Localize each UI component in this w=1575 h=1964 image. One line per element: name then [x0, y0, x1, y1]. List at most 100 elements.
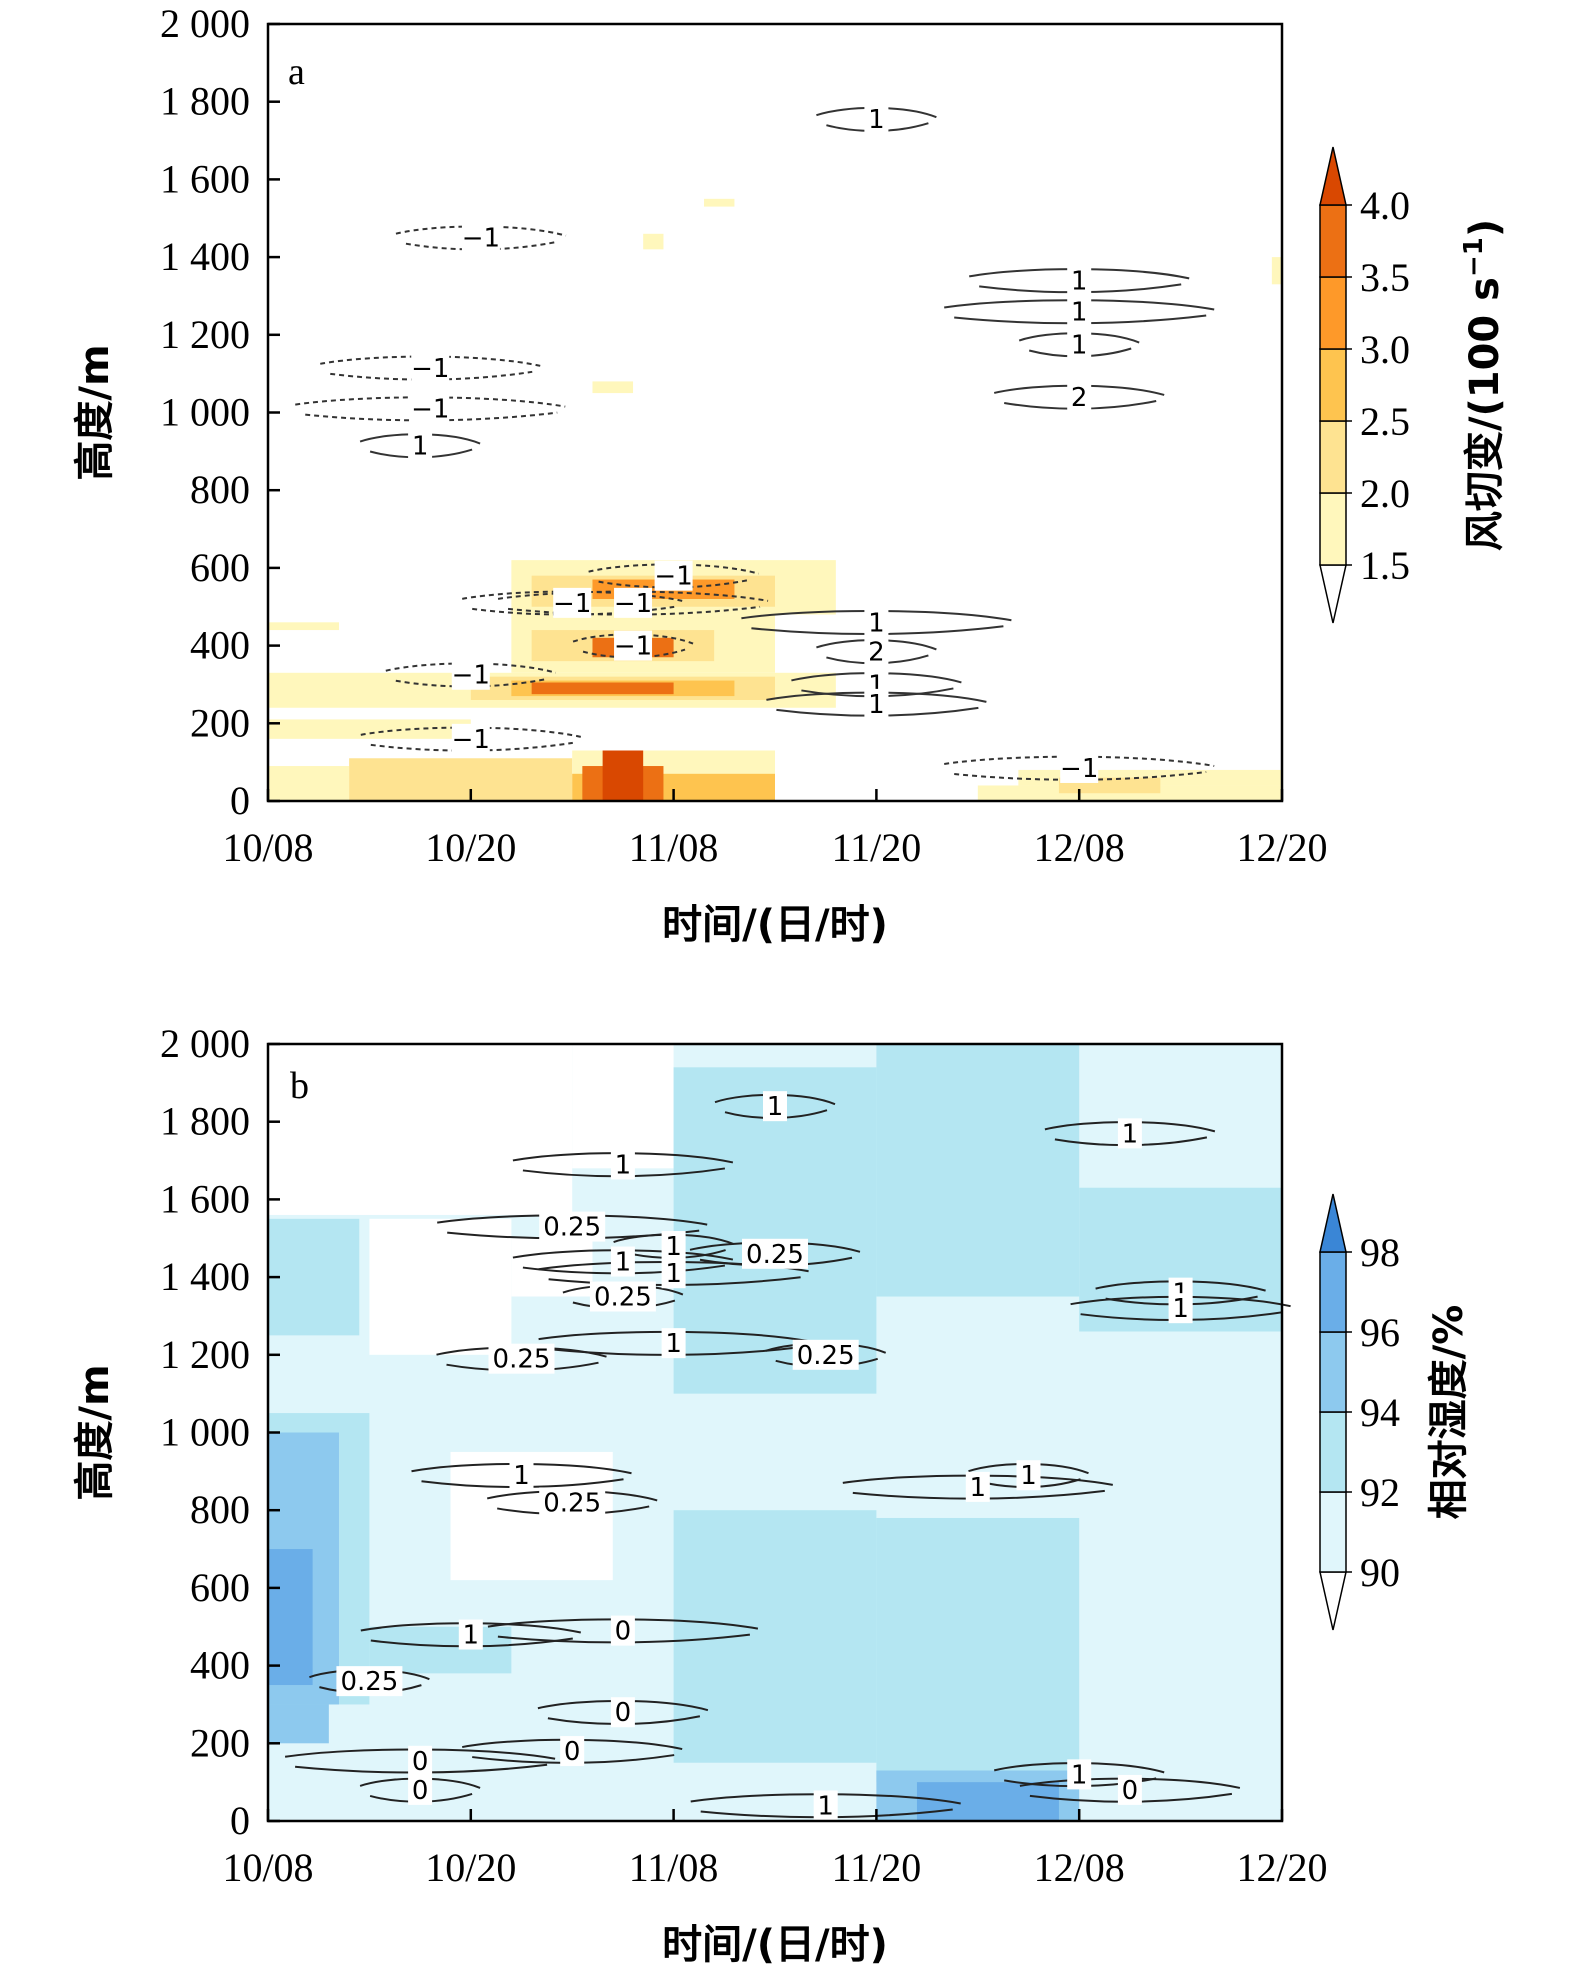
fill-region	[643, 233, 664, 250]
contour-label-bg	[1067, 296, 1092, 327]
y-tick-label: 1 600	[160, 1176, 250, 1221]
fill-region	[349, 758, 573, 801]
contour-label-bg	[813, 1790, 838, 1821]
contour-label-bg	[539, 1211, 606, 1242]
panel-b-x-axis-title: 时间/(日/时)	[662, 1922, 888, 1964]
colorbar-tick-label: 92	[1360, 1470, 1400, 1515]
y-tick-label: 400	[190, 623, 250, 668]
fill-region	[268, 719, 471, 739]
contour-label-bg	[614, 587, 653, 618]
colorbar-tick-label: 96	[1360, 1310, 1400, 1355]
contour-line	[572, 633, 694, 659]
contour-label: 1	[868, 105, 885, 135]
contour-label-bg	[661, 1328, 686, 1359]
contour-label: 1	[412, 432, 429, 462]
colorbar-arrow-high	[1319, 1193, 1347, 1253]
colorbar-box	[1319, 348, 1347, 422]
colorbar-tick-label: 98	[1360, 1230, 1400, 1275]
contour-label-bg	[451, 723, 490, 754]
contour-label-bg	[614, 630, 653, 661]
colorbar-tick-label: 94	[1360, 1390, 1400, 1435]
contour-label: 1	[1071, 331, 1088, 361]
contour-label: 0	[615, 1617, 632, 1647]
contour-label: −1	[614, 632, 652, 662]
contour-label-bg	[864, 104, 889, 135]
fill-region	[369, 1626, 512, 1674]
y-tick-label: 0	[230, 778, 250, 823]
y-tick-label: 1 400	[160, 234, 250, 279]
cb-a-title-end: )	[1462, 219, 1508, 237]
contour-label-bg	[763, 1091, 787, 1122]
colorbar-tick-label: 90	[1360, 1550, 1400, 1595]
x-tick-label: 10/20	[425, 825, 516, 870]
contour-label: 1	[615, 1150, 632, 1180]
fill-region	[602, 750, 644, 801]
contour-label: 0.25	[340, 1667, 398, 1697]
x-tick-label: 12/20	[1236, 1845, 1327, 1890]
fill-region	[876, 1517, 1080, 1783]
panel-a-x-axis-title: 时间/(日/时)	[662, 902, 888, 948]
contour-label: −1	[614, 589, 652, 619]
contour-label: 1	[1122, 1119, 1139, 1149]
y-tick-label: 1 600	[160, 156, 250, 201]
y-tick-label: 400	[190, 1643, 250, 1688]
contour-label-bg	[610, 1697, 635, 1728]
contour-label: 2	[1071, 383, 1088, 413]
contour-label: 1	[817, 1791, 834, 1821]
x-tick-label: 11/08	[629, 1845, 719, 1890]
contour-label-bg	[1060, 752, 1099, 783]
x-tick-label: 10/08	[222, 825, 313, 870]
colorbar-arrow-low	[1319, 1571, 1347, 1631]
contour-label-bg	[1067, 329, 1092, 360]
contour-label-bg	[965, 1471, 990, 1502]
x-tick-label: 10/08	[222, 1845, 313, 1890]
y-tick-label: 200	[190, 1720, 250, 1765]
fill-region	[916, 1782, 1059, 1821]
contour-label-bg	[336, 1666, 403, 1697]
x-tick-label: 11/20	[832, 825, 922, 870]
contour-label: 1	[868, 608, 885, 638]
contour-label: 1	[513, 1461, 530, 1491]
contour-label-bg	[1117, 1774, 1142, 1805]
contour-label: −1	[654, 562, 692, 592]
x-tick-label: 11/08	[629, 825, 719, 870]
colorbar-box	[1319, 204, 1347, 278]
y-tick-label: 1 200	[160, 1332, 250, 1377]
contour-label-bg	[610, 1149, 635, 1180]
panel-b-y-axis-title: 高度/m	[72, 1364, 118, 1500]
contour-label-bg	[411, 352, 450, 383]
y-tick-label: 0	[230, 1798, 250, 1843]
x-tick-label: 11/20	[832, 1845, 922, 1890]
contour-label-bg	[1117, 1118, 1142, 1149]
colorbar-box	[1319, 276, 1347, 350]
contour-label: 0.25	[543, 1213, 601, 1243]
colorbar-box	[1319, 1331, 1347, 1413]
contour-label-bg	[458, 1619, 483, 1650]
contour-label: 1	[1172, 1294, 1189, 1324]
y-tick-label: 1 200	[160, 312, 250, 357]
x-tick-label: 12/20	[1236, 825, 1327, 870]
contour-label-bg	[488, 1343, 555, 1374]
contour-label: −1	[411, 354, 449, 384]
contour-label-bg	[461, 222, 500, 253]
contour-label-bg	[864, 607, 889, 638]
cb-a-title-sup: −1	[1459, 237, 1489, 277]
contour-label-bg	[1067, 1759, 1092, 1790]
contour-label-bg	[610, 1615, 635, 1646]
panel-b-contour-labels: 1110.2510.25110.251110.250.251110.25100.…	[336, 1091, 1193, 1821]
contour-label-bg	[864, 636, 889, 667]
contour-label: 0.25	[543, 1488, 601, 1518]
contour-label-bg	[661, 1258, 686, 1289]
contour-label: 1	[1020, 1461, 1037, 1491]
contour-label: 0.25	[797, 1341, 855, 1371]
fill-region	[369, 1218, 512, 1355]
contour-label: 2	[868, 637, 885, 667]
contour-label-bg	[742, 1238, 808, 1269]
colorbar-box	[1319, 1411, 1347, 1493]
panel-a-colorbar-title: 风切变/(100 s−1)	[1459, 219, 1508, 551]
contour-label: −1	[411, 395, 449, 425]
contour-label-bg	[539, 1487, 606, 1518]
fill-region	[673, 1067, 877, 1394]
contour-label: 1	[1071, 297, 1088, 327]
